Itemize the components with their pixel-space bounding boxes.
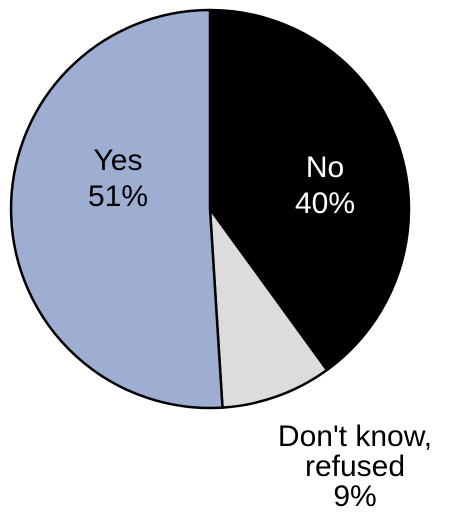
pie-labels: No 40% Don't know, refused 9% Yes 51% — [88, 144, 432, 512]
slice-label-no: No — [306, 151, 344, 184]
pie-slice-don-t-know-refused — [208, 207, 329, 409]
slice-value-dont-know: 9% — [333, 480, 376, 512]
slice-label-yes: Yes — [94, 144, 143, 177]
slice-value-no: 40% — [295, 187, 355, 220]
pie-slices — [9, 8, 411, 410]
slice-label-dont-know-line2: refused — [305, 450, 405, 483]
pie-slice-yes — [9, 8, 224, 410]
pie-slice-no — [208, 8, 411, 372]
slice-value-yes: 51% — [88, 180, 148, 213]
slice-label-dont-know-line1: Don't know, — [278, 420, 432, 453]
